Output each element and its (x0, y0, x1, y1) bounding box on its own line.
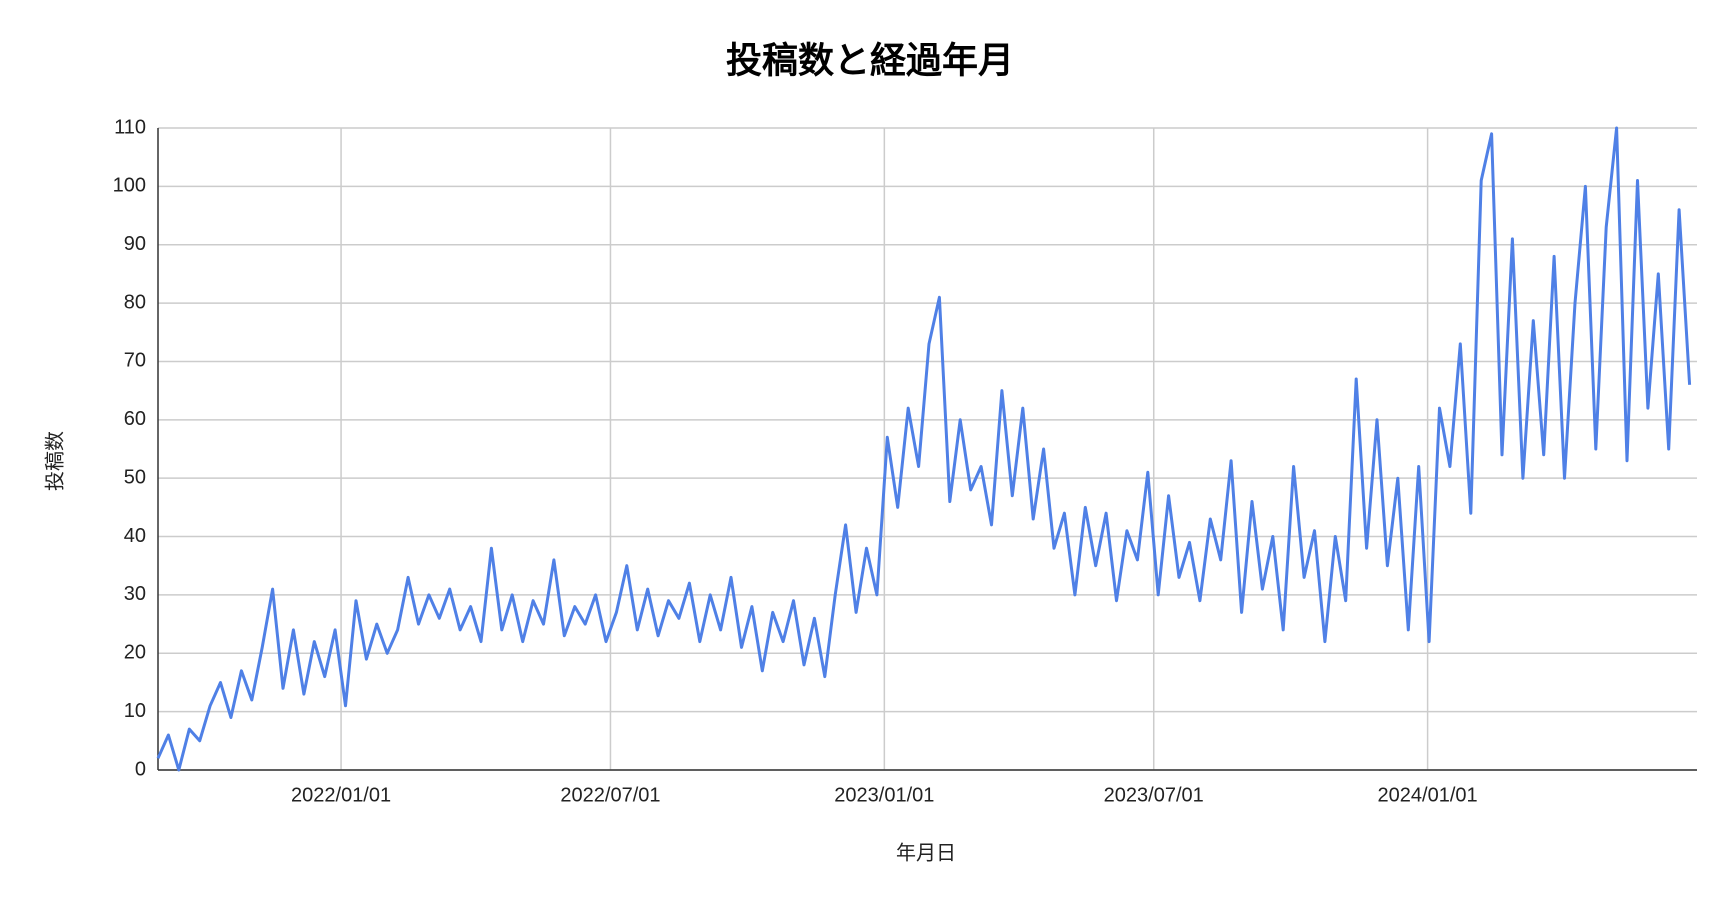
y-tick-label: 100 (113, 175, 146, 197)
y-tick-label: 0 (135, 758, 146, 780)
y-tick-label: 60 (124, 408, 146, 430)
chart-title: 投稿数と経過年月 (726, 40, 1014, 81)
y-tick-label: 20 (124, 642, 146, 664)
y-tick-label: 40 (124, 525, 146, 547)
y-tick-label: 110 (114, 116, 146, 138)
y-tick-label: 80 (124, 291, 146, 313)
y-tick-label: 70 (124, 350, 146, 372)
x-tick-label: 2024/01/01 (1378, 784, 1478, 806)
y-tick-label: 90 (124, 233, 146, 255)
x-tick-label: 2023/07/01 (1104, 784, 1204, 806)
y-tick-label: 10 (124, 700, 146, 722)
x-tick-label: 2023/01/01 (834, 784, 934, 806)
y-tick-label: 50 (124, 466, 146, 488)
y-tick-label: 30 (124, 583, 146, 605)
data-line (156, 126, 1692, 772)
y-axis-label: 投稿数 (43, 431, 66, 491)
x-axis-label: 年月日 (896, 841, 956, 864)
x-tick-label: 2022/01/01 (291, 784, 391, 806)
x-tick-label: 2022/07/01 (560, 784, 660, 806)
